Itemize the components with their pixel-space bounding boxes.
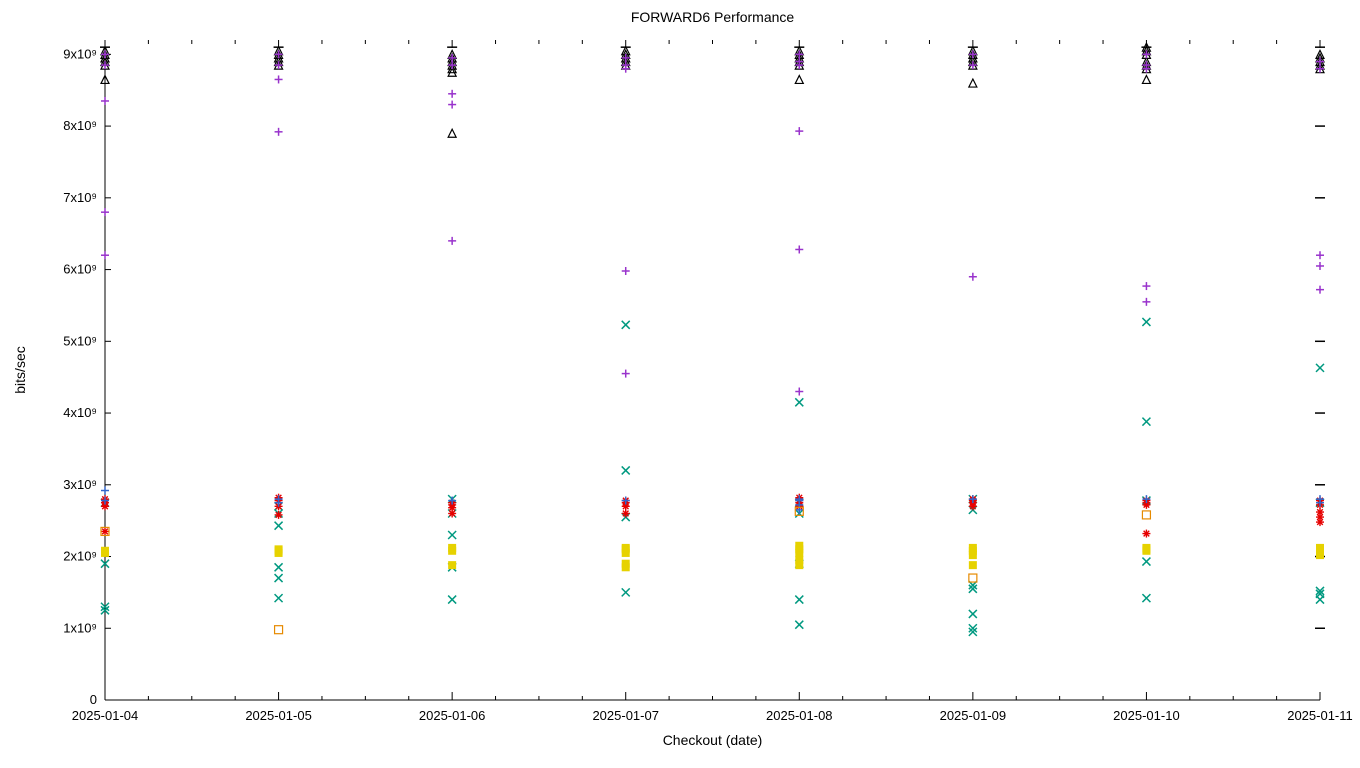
series-blue-plus: [101, 487, 1324, 514]
y-tick-label: 2x10⁹: [63, 549, 97, 564]
y-tick-label: 1x10⁹: [63, 620, 97, 635]
x-tick-label: 2025-01-04: [72, 708, 139, 723]
x-tick-label: 2025-01-07: [592, 708, 659, 723]
series-yellow-square: [101, 542, 1324, 572]
y-tick-label: 8x10⁹: [63, 118, 97, 133]
x-tick-label: 2025-01-11: [1287, 708, 1353, 723]
x-tick-label: 2025-01-10: [1113, 708, 1180, 723]
scatter-chart: FORWARD6 Performance 0 1x10⁹ 2x10⁹ 3x10⁹ 4x10…: [0, 0, 1360, 768]
x-axis-label: Checkout (date): [663, 732, 763, 748]
y-tick-label: 4x10⁹: [63, 405, 97, 420]
y-axis-label: bits/sec: [12, 346, 28, 393]
x-tick-label: 2025-01-09: [940, 708, 1007, 723]
y-tick-label: 9x10⁹: [63, 46, 97, 61]
y-tick-label: 3x10⁹: [63, 477, 97, 492]
series-teal-x: [101, 318, 1324, 636]
x-tick-label: 2025-01-08: [766, 708, 833, 723]
chart-title: FORWARD6 Performance: [631, 9, 795, 25]
x-tick-label: 2025-01-05: [245, 708, 312, 723]
y-tick-label: 0: [90, 692, 97, 707]
series-purple-plus: [101, 50, 1324, 395]
chart-container: FORWARD6 Performance 0 1x10⁹ 2x10⁹ 3x10⁹ 4x10…: [0, 0, 1360, 768]
y-tick-label: 5x10⁹: [63, 333, 97, 348]
y-tick-label: 6x10⁹: [63, 262, 97, 277]
series-red-star: [101, 494, 1324, 538]
x-tick-label: 2025-01-06: [419, 708, 486, 723]
series-dash: [100, 47, 1325, 628]
y-tick-label: 7x10⁹: [63, 190, 97, 205]
series-black-triangle: [101, 43, 1324, 137]
